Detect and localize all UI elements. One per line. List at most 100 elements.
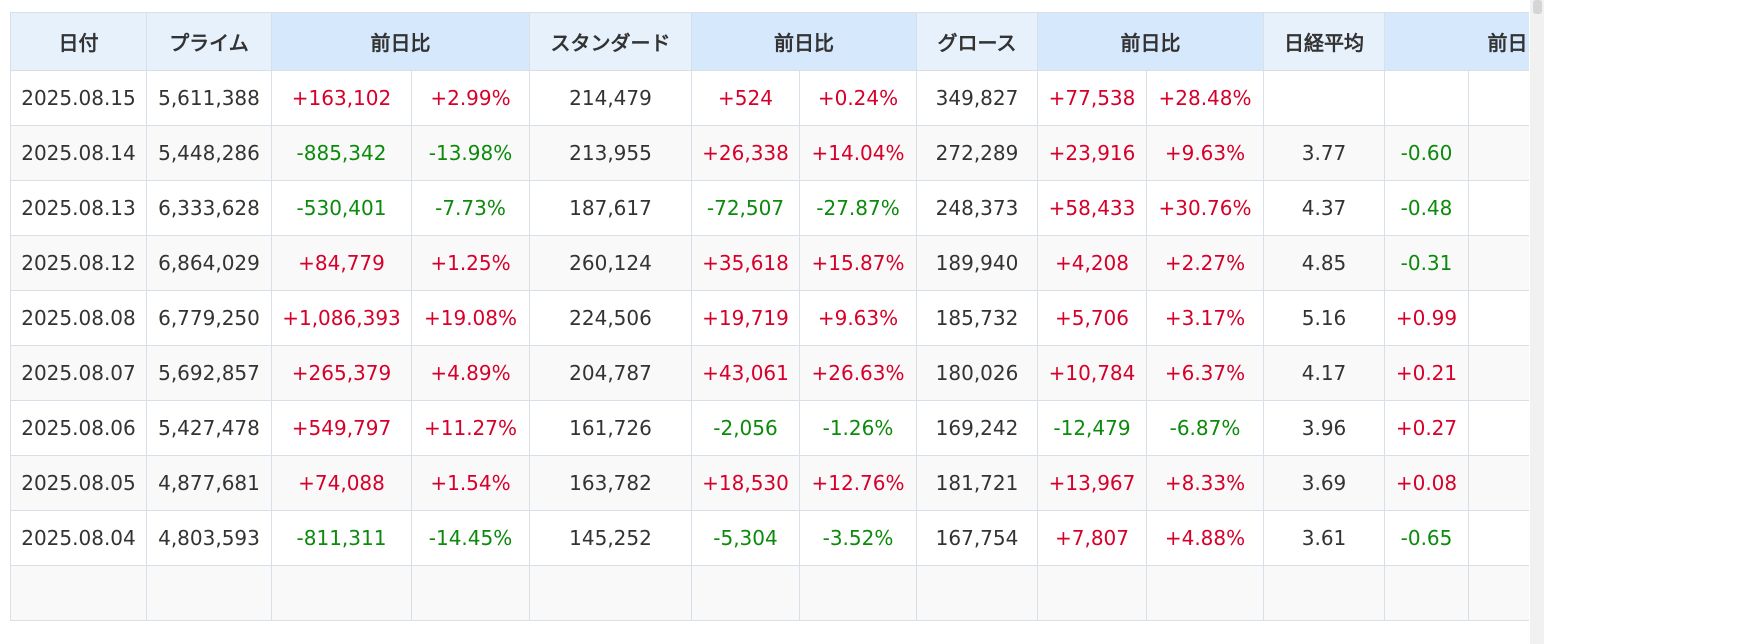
cell-prime-diff: -885,342 — [271, 125, 412, 181]
cell-growth-diff: +5,706 — [1037, 290, 1147, 346]
cell-standard-pct: +12.76% — [799, 455, 917, 511]
cell-standard: 163,782 — [529, 455, 692, 511]
cell-standard-pct: -3.52% — [799, 510, 917, 566]
cell-standard-pct: -1.26% — [799, 400, 917, 456]
cell-standard: 224,506 — [529, 290, 692, 346]
cell-prime-diff — [271, 565, 412, 621]
cell-growth-diff: +58,433 — [1037, 180, 1147, 236]
cell-standard-pct — [799, 565, 917, 621]
cell-standard-pct: +15.87% — [799, 235, 917, 291]
cell-growth-pct — [1146, 565, 1264, 621]
cell-prime: 5,611,388 — [146, 70, 272, 126]
header-nikkei-change: 前日比 — [1384, 12, 1529, 71]
cell-prime: 4,803,593 — [146, 510, 272, 566]
vertical-scrollbar[interactable] — [1530, 0, 1544, 644]
cell-nikkei — [1263, 70, 1385, 126]
cell-nikkei-diff: +0.08 — [1384, 455, 1469, 511]
table-row: 2025.08.14 5,448,286 -885,342 -13.98% 213,95… — [10, 125, 1529, 181]
cell-prime-pct: -7.73% — [411, 180, 530, 236]
table-scroll-container[interactable]: 日付 プライム 前日比 スタンダード 前日比 グロース 前日比 日経平均 前日比… — [10, 12, 1529, 644]
cell-date: 2025.08.08 — [10, 290, 147, 346]
cell-nikkei-diff: +0.21 — [1384, 345, 1469, 401]
cell-growth: 180,026 — [916, 345, 1038, 401]
table-header-row: 日付 プライム 前日比 スタンダード 前日比 グロース 前日比 日経平均 前日比 — [10, 12, 1529, 71]
cell-standard: 187,617 — [529, 180, 692, 236]
cell-growth: 185,732 — [916, 290, 1038, 346]
cell-nikkei: 3.77 — [1263, 125, 1385, 181]
scrollbar-thumb[interactable] — [1533, 0, 1542, 14]
cell-prime: 6,864,029 — [146, 235, 272, 291]
cell-nikkei-diff: +0.27 — [1384, 400, 1469, 456]
cell-standard-diff: +43,061 — [691, 345, 800, 401]
cell-date: 2025.08.04 — [10, 510, 147, 566]
cell-standard-pct: +26.63% — [799, 345, 917, 401]
cell-prime-pct — [411, 565, 530, 621]
cell-prime: 5,427,478 — [146, 400, 272, 456]
cell-nikkei-pct: +23. — [1468, 290, 1529, 346]
cell-prime-pct: +4.89% — [411, 345, 530, 401]
cell-date: 2025.08.15 — [10, 70, 147, 126]
cell-standard: 213,955 — [529, 125, 692, 181]
cell-nikkei-pct: -9.9 — [1468, 180, 1529, 236]
table-row: 2025.08.13 6,333,628 -530,401 -7.73% 187,617… — [10, 180, 1529, 236]
cell-growth-pct: +6.37% — [1146, 345, 1264, 401]
cell-nikkei-pct: +5.3 — [1468, 345, 1529, 401]
cell-nikkei-pct: +7.3 — [1468, 400, 1529, 456]
cell-nikkei-diff: +0.99 — [1384, 290, 1469, 346]
cell-growth-pct: +8.33% — [1146, 455, 1264, 511]
table-row: 2025.08.07 5,692,857 +265,379 +4.89% 204,787… — [10, 345, 1529, 401]
cell-growth: 272,289 — [916, 125, 1038, 181]
cell-growth-pct: -6.87% — [1146, 400, 1264, 456]
cell-standard — [529, 565, 692, 621]
header-nikkei: 日経平均 — [1263, 12, 1385, 71]
cell-growth-pct: +2.27% — [1146, 235, 1264, 291]
cell-nikkei-diff: -0.31 — [1384, 235, 1469, 291]
table-row: 2025.08.15 5,611,388 +163,102 +2.99% 214,479… — [10, 70, 1529, 126]
cell-prime-diff: -530,401 — [271, 180, 412, 236]
market-volume-table: 日付 プライム 前日比 スタンダード 前日比 グロース 前日比 日経平均 前日比… — [10, 12, 1529, 621]
cell-nikkei-diff: -0.60 — [1384, 125, 1469, 181]
cell-prime: 6,333,628 — [146, 180, 272, 236]
cell-standard-diff: -2,056 — [691, 400, 800, 456]
cell-standard-diff: +18,530 — [691, 455, 800, 511]
cell-growth-diff: +77,538 — [1037, 70, 1147, 126]
cell-standard-pct: +0.24% — [799, 70, 917, 126]
cell-date: 2025.08.12 — [10, 235, 147, 291]
cell-standard-pct: +9.63% — [799, 290, 917, 346]
cell-nikkei: 4.37 — [1263, 180, 1385, 236]
cell-standard-pct: +14.04% — [799, 125, 917, 181]
cell-standard: 214,479 — [529, 70, 692, 126]
cell-growth: 169,242 — [916, 400, 1038, 456]
cell-prime — [146, 565, 272, 621]
cell-prime-diff: +84,779 — [271, 235, 412, 291]
cell-standard: 204,787 — [529, 345, 692, 401]
cell-date: 2025.08.07 — [10, 345, 147, 401]
cell-standard: 161,726 — [529, 400, 692, 456]
table-row — [10, 565, 1529, 621]
cell-date — [10, 565, 147, 621]
cell-prime-pct: +1.54% — [411, 455, 530, 511]
cell-growth-diff: +7,807 — [1037, 510, 1147, 566]
cell-nikkei-pct: +2.2 — [1468, 455, 1529, 511]
cell-prime-pct: +19.08% — [411, 290, 530, 346]
cell-prime: 5,692,857 — [146, 345, 272, 401]
cell-prime-pct: +2.99% — [411, 70, 530, 126]
cell-standard-diff: +26,338 — [691, 125, 800, 181]
cell-growth-pct: +30.76% — [1146, 180, 1264, 236]
cell-prime-diff: +74,088 — [271, 455, 412, 511]
cell-growth-diff: +4,208 — [1037, 235, 1147, 291]
cell-date: 2025.08.05 — [10, 455, 147, 511]
cell-growth-pct: +4.88% — [1146, 510, 1264, 566]
cell-standard-diff: -5,304 — [691, 510, 800, 566]
cell-prime-diff: +549,797 — [271, 400, 412, 456]
cell-growth-diff — [1037, 565, 1147, 621]
cell-standard-diff: +35,618 — [691, 235, 800, 291]
cell-growth: 189,940 — [916, 235, 1038, 291]
cell-nikkei-pct — [1468, 565, 1529, 621]
cell-prime: 6,779,250 — [146, 290, 272, 346]
table-row: 2025.08.04 4,803,593 -811,311 -14.45% 145,25… — [10, 510, 1529, 566]
cell-nikkei-pct: -13.7 — [1468, 125, 1529, 181]
cell-standard-pct: -27.87% — [799, 180, 917, 236]
header-prime: プライム — [146, 12, 272, 71]
cell-growth-pct: +3.17% — [1146, 290, 1264, 346]
